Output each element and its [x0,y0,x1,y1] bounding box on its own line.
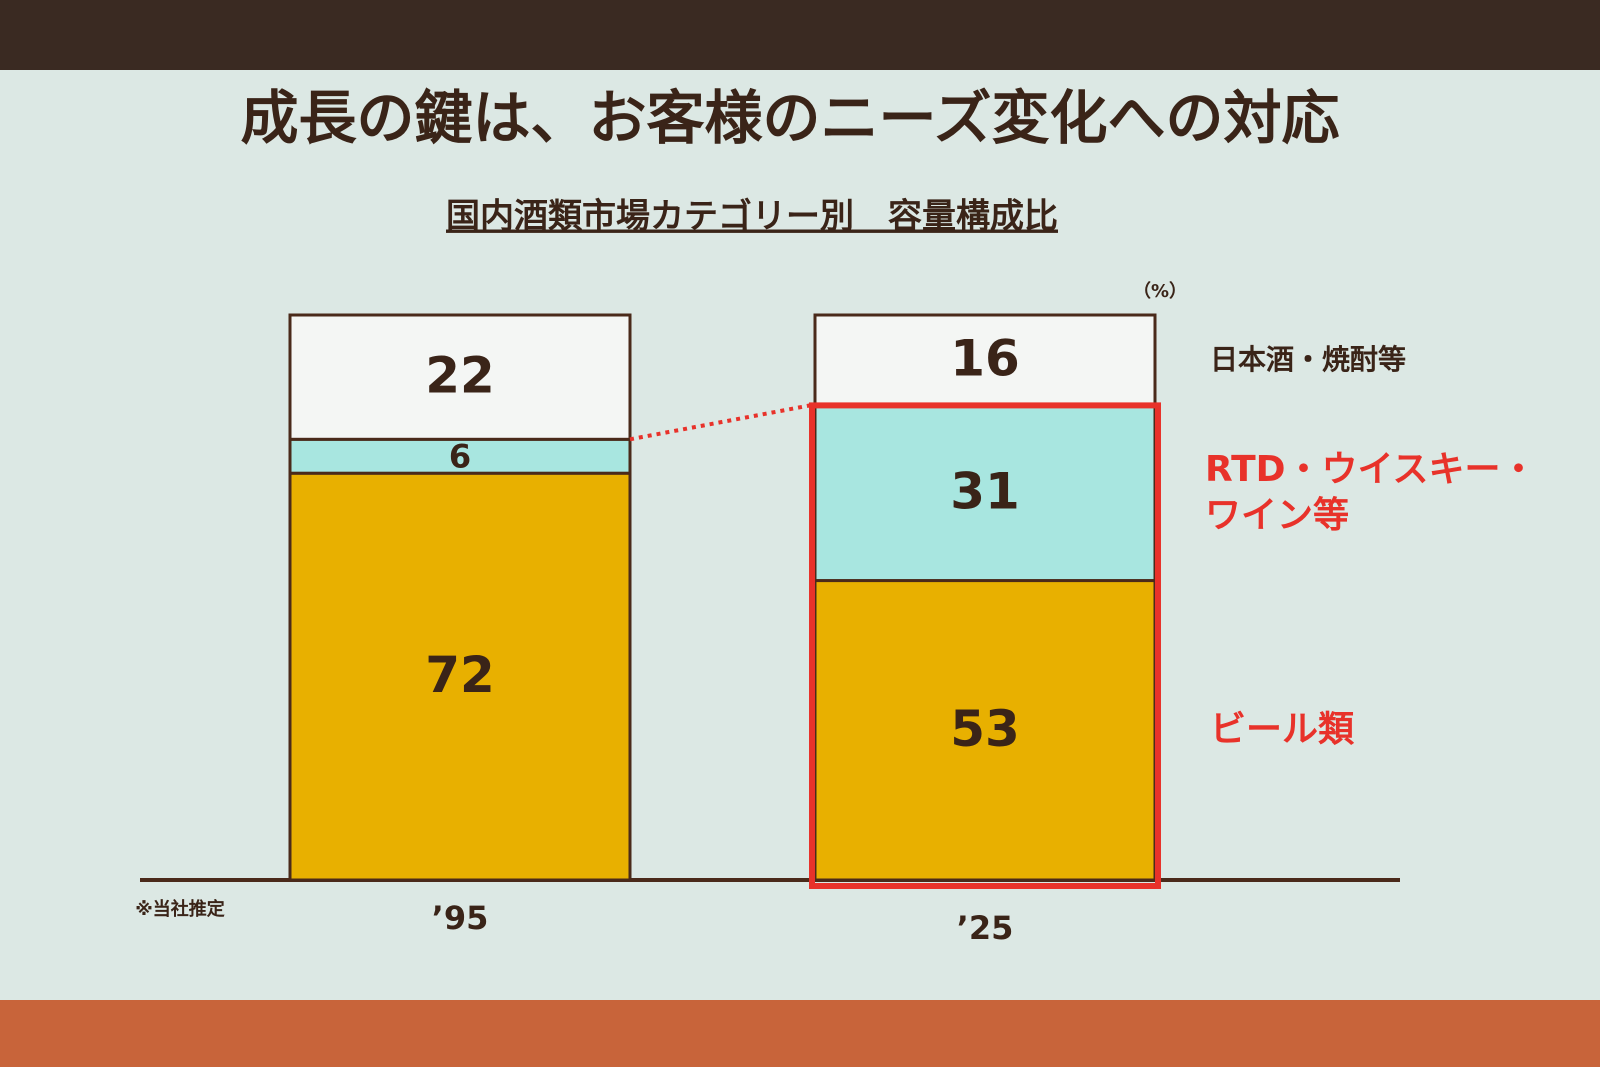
value-label: 31 [950,462,1020,520]
unit-label: （%） [1133,281,1187,302]
connector [629,403,811,442]
chart-title: 成長の鍵は、お客様のニーズ変化への対応 [240,84,1339,152]
chart-subtitle: 国内酒類市場カテゴリー別 容量構成比 [446,197,1058,237]
bar-segment [288,313,632,441]
value-label: 6 [449,437,471,475]
x-tick-label: ’25 [957,909,1014,947]
value-label: 22 [425,347,495,405]
value-label: 72 [425,646,495,704]
bar-segment [813,579,1157,882]
footer-band [0,1000,1600,1067]
value-label: 16 [950,330,1020,388]
bar-segment [288,471,632,882]
legend-label: ビール類 [1210,709,1355,751]
legend-label: 日本酒・焼酎等 [1210,343,1407,377]
slide [0,70,1600,1000]
value-label: 53 [950,700,1020,758]
bar-segment [288,437,632,475]
note: ※当社推定 [135,898,225,920]
highlight-frame [809,402,1161,889]
bar-segment [813,313,1157,407]
x-tick-label: ’95 [432,899,489,937]
legend-label: RTD・ウイスキー・ワイン等 [1205,448,1537,536]
